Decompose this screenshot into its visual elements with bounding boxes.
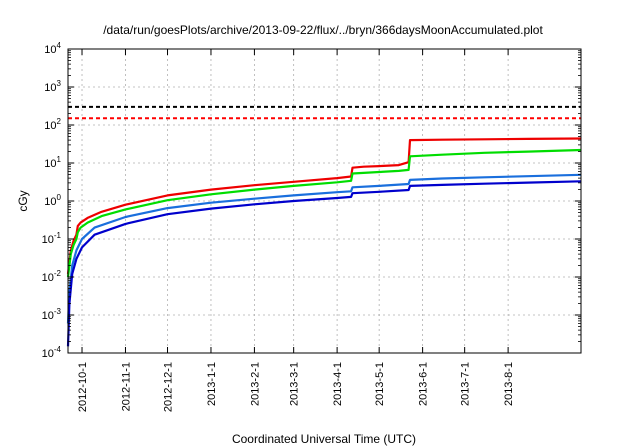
y-tick-label: 101 <box>44 155 61 170</box>
series-lines <box>66 137 582 347</box>
y-tick-label: 10-2 <box>42 269 62 284</box>
y-tick-label: 102 <box>44 117 61 132</box>
x-tick-label: 2012-11-1 <box>120 362 132 411</box>
x-tick-label: 2013-6-1 <box>418 362 430 406</box>
y-tick-label: 100 <box>44 193 61 208</box>
x-axis-label: Coordinated Universal Time (UTC) <box>232 432 416 446</box>
series-line <box>66 173 582 324</box>
y-axis-label: cGy <box>16 190 30 211</box>
y-tick-label: 10-4 <box>42 345 62 360</box>
x-tick-label: 2012-10-1 <box>77 362 89 412</box>
chart-title: /data/run/goesPlots/archive/2013-09-22/f… <box>103 23 543 37</box>
y-tick-label: 10-1 <box>42 231 62 246</box>
x-tick-label: 2013-3-1 <box>289 362 301 406</box>
x-tick-label: 2013-4-1 <box>332 362 344 406</box>
grid <box>68 49 581 353</box>
y-tick-label: 10-3 <box>42 307 62 322</box>
series-line <box>66 148 582 278</box>
x-tick-label: 2013-2-1 <box>249 362 261 406</box>
x-tick-label: 2013-1-1 <box>206 362 218 406</box>
series-line <box>66 180 582 347</box>
x-tick-label: 2012-12-1 <box>163 362 175 412</box>
y-tick-label: 104 <box>44 41 61 56</box>
x-tick-label: 2013-7-1 <box>460 362 472 406</box>
x-axis: 2012-10-1 2012-11-1 2012-12-1 2013-1-1 2013-… <box>77 49 515 412</box>
x-tick-label: 2013-8-1 <box>503 362 515 406</box>
reference-lines <box>68 105 581 120</box>
y-axis: 10-4 10-3 10-2 10-1 100 101 102 103 104 <box>42 41 581 360</box>
series-line <box>66 137 582 275</box>
y-tick-label: 103 <box>44 79 61 94</box>
x-tick-label: 2013-5-1 <box>374 362 386 406</box>
